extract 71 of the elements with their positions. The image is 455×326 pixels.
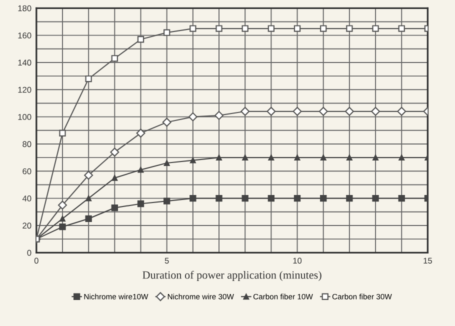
point: [137, 200, 144, 208]
x-tick-label: 0: [34, 258, 38, 264]
point: [60, 216, 66, 222]
point: [266, 106, 276, 116]
point: [318, 106, 328, 116]
point: [398, 25, 405, 32]
point: [372, 25, 379, 32]
point: [294, 154, 300, 161]
point: [346, 154, 352, 161]
point: [216, 154, 222, 161]
point: [320, 25, 327, 32]
point: [164, 198, 170, 204]
point: [190, 25, 196, 32]
point: [346, 25, 353, 32]
point: [397, 106, 406, 116]
y-tick-label: 40: [22, 196, 32, 202]
point: [136, 128, 146, 138]
point: [188, 112, 198, 122]
point: [190, 157, 196, 164]
point: [268, 194, 275, 202]
point: [85, 215, 92, 222]
point: [268, 25, 275, 32]
point: [214, 110, 224, 120]
point: [398, 154, 405, 161]
x-axis-title: Duration of power application (minutes): [142, 270, 322, 282]
point: [320, 194, 327, 202]
point: [398, 194, 405, 202]
point: [320, 154, 326, 161]
point: [86, 195, 92, 202]
point: [371, 106, 380, 116]
point: [294, 25, 301, 32]
y-tick-label: 80: [22, 141, 32, 148]
point: [242, 194, 248, 202]
y-tick-label: 160: [18, 32, 32, 38]
point: [346, 194, 353, 202]
y-tick-label: 100: [18, 114, 32, 120]
point: [372, 194, 379, 202]
point: [138, 166, 144, 173]
point: [164, 160, 170, 166]
y-tick-label: 60: [22, 168, 32, 174]
point: [111, 204, 118, 212]
x-tick-label: 5: [164, 258, 169, 264]
y-tick-label: 140: [18, 60, 32, 66]
point: [292, 106, 302, 116]
y-tick-label: 0: [27, 250, 32, 256]
point: [216, 194, 222, 202]
point: [85, 75, 92, 82]
point: [240, 106, 250, 116]
point: [111, 55, 118, 62]
point: [190, 194, 196, 202]
point: [242, 25, 248, 32]
point: [59, 130, 66, 136]
point: [268, 154, 274, 161]
point: [112, 174, 118, 181]
point: [58, 200, 67, 210]
point: [216, 25, 222, 32]
point: [110, 148, 120, 157]
point: [372, 154, 379, 161]
x-tick-label: 10: [293, 258, 302, 264]
point: [84, 170, 94, 180]
point: [344, 106, 354, 116]
y-tick-label: 120: [18, 86, 32, 93]
y-tick-label: 180: [18, 5, 32, 12]
x-tick-label: 15: [424, 258, 432, 264]
point: [137, 36, 144, 43]
point: [59, 224, 66, 230]
point: [242, 154, 248, 161]
point: [162, 118, 172, 127]
point: [294, 194, 301, 202]
y-tick-label: 20: [22, 222, 32, 229]
point: [164, 29, 170, 36]
